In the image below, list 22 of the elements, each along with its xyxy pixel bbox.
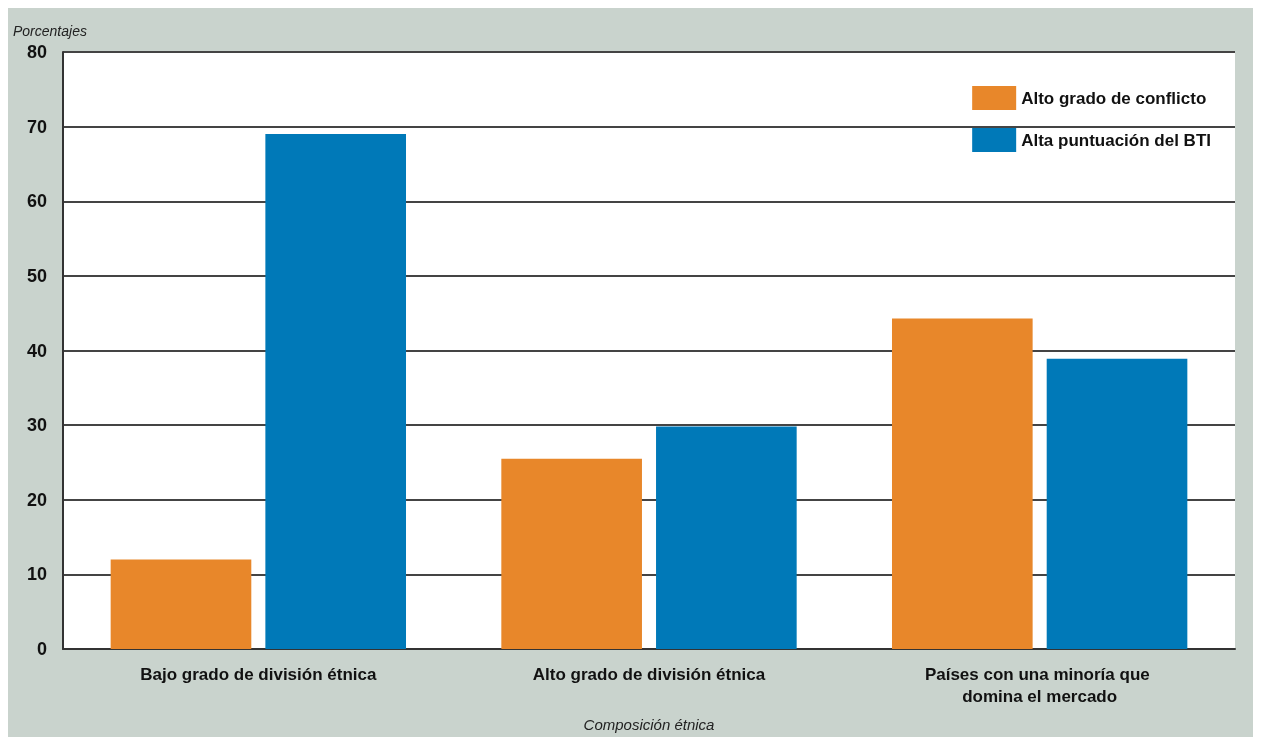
x-tick-label: Alto grado de división étnica [532, 664, 766, 684]
bar [1046, 358, 1188, 649]
x-tick-label: Países con una minoría que domina el mercado [924, 664, 1155, 706]
bar [265, 134, 407, 649]
y-tick-label: 40 [26, 340, 47, 361]
x-axis-title: Composición étnica [583, 716, 715, 733]
bar [656, 426, 797, 649]
bar [501, 458, 642, 649]
y-tick-label: 70 [26, 116, 47, 137]
y-tick-label: 10 [26, 564, 47, 585]
bar [110, 559, 252, 649]
y-tick-label: 30 [26, 415, 47, 436]
legend-label: Alto grado de conflicto [1021, 88, 1207, 108]
y-tick-label: 80 [26, 42, 47, 62]
x-tick-label: Bajo grado de división étnica [140, 664, 377, 684]
y-tick-label: 20 [26, 489, 47, 510]
y-axis-title: Porcentajes [13, 23, 87, 39]
legend-label: Alta puntuación del BTI [1021, 130, 1212, 150]
y-tick-label: 60 [26, 191, 47, 212]
y-tick-label: 0 [36, 639, 47, 659]
bar [891, 318, 1033, 649]
y-tick-label: 50 [26, 265, 47, 286]
